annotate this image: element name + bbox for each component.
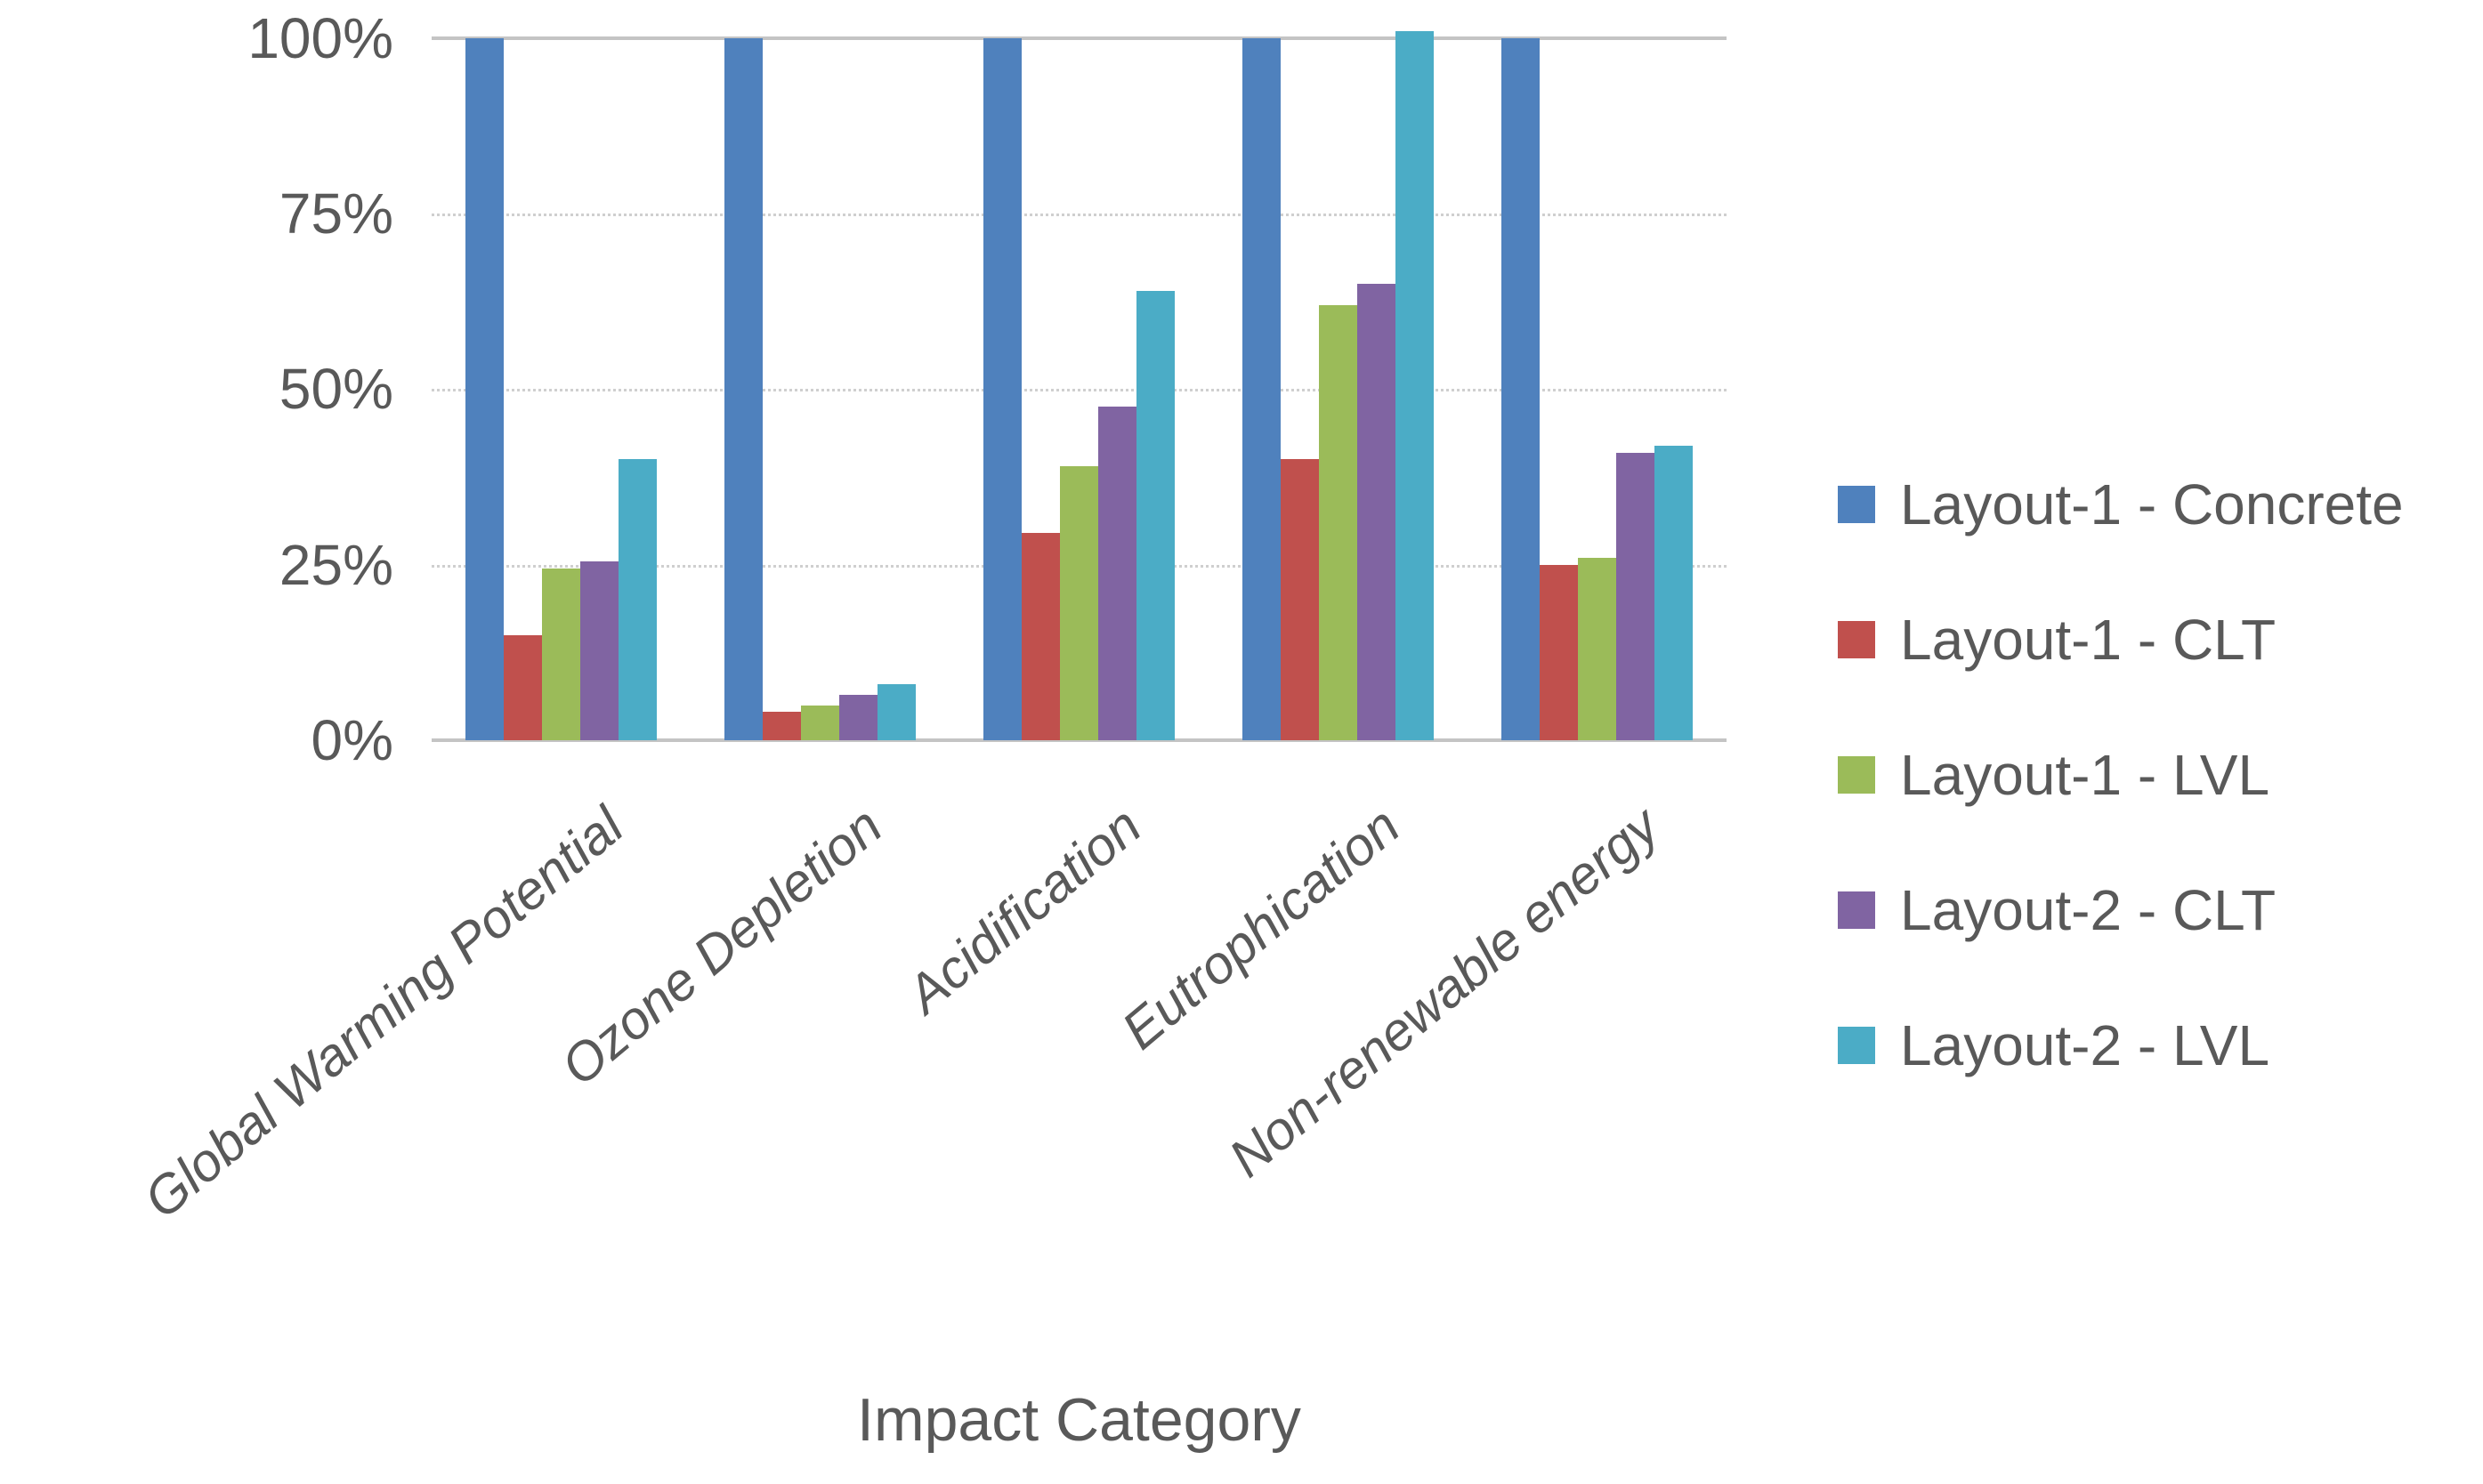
legend-swatch-icon [1838, 891, 1875, 929]
bar-layout-1-lvl-eutrophication [1319, 305, 1357, 740]
bar-layout-1-concrete-global-warming-potential [465, 38, 504, 740]
bar-layout-1-clt-global-warming-potential [504, 635, 542, 740]
bar-group-acidification [950, 38, 1209, 740]
axis-baseline [432, 738, 1727, 742]
legend-swatch-icon [1838, 756, 1875, 794]
bar-layout-1-concrete-eutrophication [1242, 38, 1281, 740]
legend-item-layout-1-lvl: Layout-1 - LVL [1838, 746, 2404, 803]
legend-label: Layout-2 - CLT [1900, 878, 2277, 942]
gridline-75 [432, 214, 1727, 216]
legend-swatch-icon [1838, 1027, 1875, 1064]
bar-group-eutrophication [1209, 31, 1468, 740]
bar-layout-2-clt-non-renewable-energy [1616, 453, 1654, 740]
bar-layout-1-clt-acidification [1022, 533, 1060, 740]
y-tick-75: 75% [279, 181, 393, 246]
bar-layout-1-concrete-ozone-depletion [724, 38, 763, 740]
bar-layout-1-concrete-acidification [983, 38, 1022, 740]
bar-group-ozone-depletion [691, 38, 950, 740]
bar-group-global-warming-potential [432, 38, 691, 740]
bar-layout-2-lvl-ozone-depletion [878, 684, 916, 740]
gridline-50 [432, 389, 1727, 391]
legend-swatch-icon [1838, 621, 1875, 658]
bar-layout-2-clt-global-warming-potential [580, 561, 619, 740]
x-label-non-renewable-energy: Non-renewable energy [1217, 795, 1670, 1189]
bar-layout-2-lvl-non-renewable-energy [1654, 446, 1693, 740]
legend-label: Layout-2 - LVL [1900, 1013, 2270, 1077]
x-label-global-warming-potential: Global Warming Potential [133, 795, 635, 1230]
bar-layout-1-lvl-ozone-depletion [801, 706, 839, 740]
legend-item-layout-1-concrete: Layout-1 - Concrete [1838, 476, 2404, 533]
y-tick-50: 50% [279, 357, 393, 421]
bar-layout-2-clt-eutrophication [1357, 284, 1395, 740]
bar-layout-1-clt-eutrophication [1281, 459, 1319, 740]
bar-layout-1-concrete-non-renewable-energy [1501, 38, 1540, 740]
bar-layout-2-lvl-global-warming-potential [619, 459, 657, 740]
bar-layout-2-lvl-eutrophication [1395, 31, 1434, 740]
bar-layout-1-lvl-acidification [1060, 466, 1098, 740]
legend-label: Layout-1 - Concrete [1900, 472, 2404, 536]
legend-item-layout-2-lvl: Layout-2 - LVL [1838, 1017, 2404, 1074]
bar-layout-1-clt-non-renewable-energy [1540, 565, 1578, 740]
gridline-100 [432, 36, 1727, 40]
legend-swatch-icon [1838, 486, 1875, 523]
legend-item-layout-1-clt: Layout-1 - CLT [1838, 611, 2404, 668]
bar-layout-2-lvl-acidification [1136, 291, 1175, 740]
legend-item-layout-2-clt: Layout-2 - CLT [1838, 882, 2404, 939]
legend-label: Layout-1 - CLT [1900, 608, 2277, 672]
bar-layout-2-clt-ozone-depletion [839, 695, 878, 740]
bar-layout-1-lvl-global-warming-potential [542, 569, 580, 740]
y-tick-0: 0% [311, 708, 394, 772]
legend-label: Layout-1 - LVL [1900, 743, 2270, 807]
x-label-acidification: Acidification [895, 795, 1153, 1025]
x-axis-title: Impact Category [857, 1386, 1301, 1454]
legend: Layout-1 - Concrete Layout-1 - CLT Layou… [1838, 476, 2404, 1152]
bar-group-non-renewable-energy [1468, 38, 1727, 740]
y-tick-25: 25% [279, 533, 393, 597]
plot-area [432, 31, 1727, 742]
bar-layout-1-lvl-non-renewable-energy [1578, 558, 1616, 740]
y-tick-100: 100% [247, 6, 393, 70]
bar-layout-1-clt-ozone-depletion [763, 712, 801, 740]
bar-layout-2-clt-acidification [1098, 407, 1136, 740]
